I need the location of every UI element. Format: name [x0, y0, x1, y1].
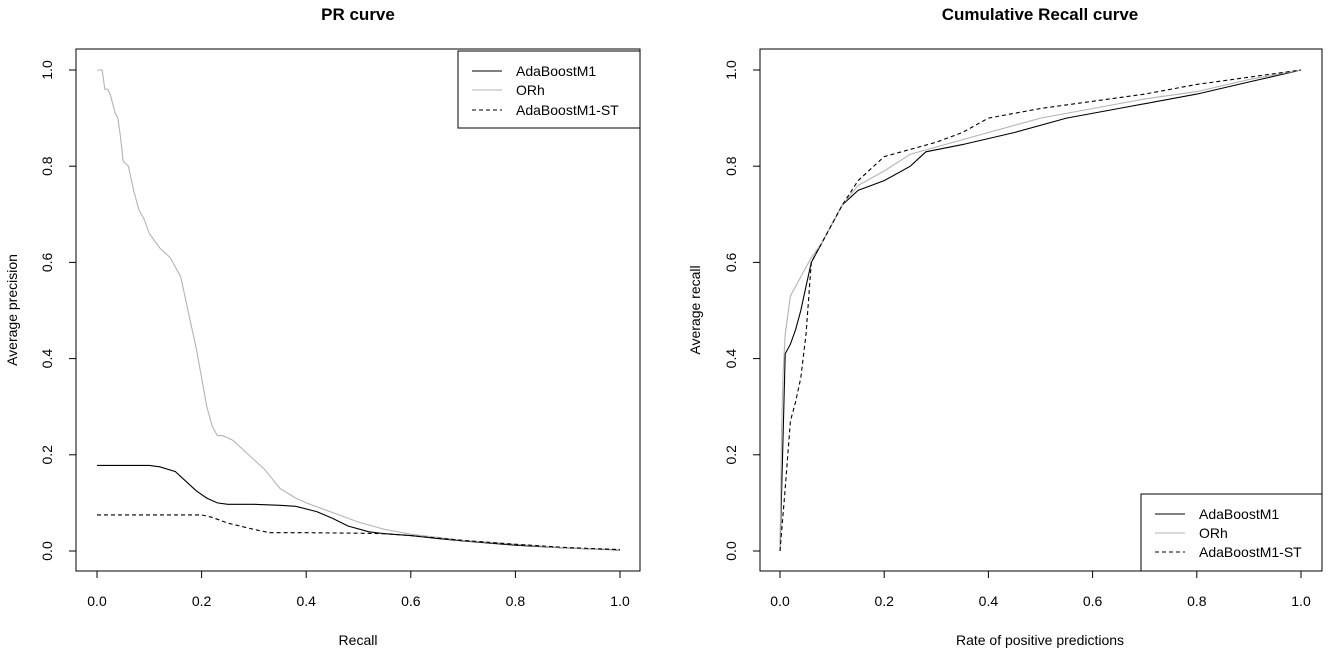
pr-x-tick-label: 0.4: [296, 593, 316, 609]
pr-series-adaboostm1: [97, 464, 621, 551]
recall-y-tick-label: 1.0: [723, 60, 739, 80]
pr-y-tick-label: 0.6: [39, 252, 55, 272]
pr-legend: AdaBoostM1 ORh AdaBoostM1-ST: [457, 50, 641, 129]
recall-series-adaboostm1: [779, 69, 1302, 552]
recall-plot-frame: [759, 48, 1323, 572]
pr-series-lines: [97, 69, 621, 551]
recall-x-tick-label: 0.8: [1187, 593, 1207, 609]
recall-y-tick-label: 0.4: [723, 349, 739, 369]
recall-x-tick-label: 0.6: [1083, 593, 1103, 609]
pr-x-ticks: 0.0 0.2 0.4 0.6 0.8 1.0: [87, 571, 630, 609]
recall-x-ticks: 0.0 0.2 0.4 0.6 0.8 1.0: [770, 571, 1311, 609]
recall-y-tick-label: 0.6: [723, 252, 739, 272]
pr-chart-title: PR curve: [321, 5, 395, 24]
recall-y-tick-label: 0.8: [723, 156, 739, 176]
pr-y-tick-label: 1.0: [39, 60, 55, 80]
recall-x-tick-label: 0.4: [979, 593, 999, 609]
recall-x-tick-label: 0.2: [874, 593, 894, 609]
pr-x-tick-label: 0.6: [401, 593, 421, 609]
recall-y-tick-label: 0.2: [723, 445, 739, 465]
recall-x-tick-label: 1.0: [1291, 593, 1311, 609]
pr-x-tick-label: 0.8: [506, 593, 526, 609]
pr-x-tick-label: 0.2: [192, 593, 212, 609]
pr-legend-label-orh: ORh: [516, 82, 545, 98]
recall-series-adaboostm1-st: [779, 69, 1302, 552]
recall-y-axis-label: Average recall: [687, 265, 703, 354]
recall-legend-label-adaboostm1: AdaBoostM1: [1199, 506, 1279, 522]
pr-y-tick-label: 0.8: [39, 156, 55, 176]
recall-chart-title: Cumulative Recall curve: [942, 5, 1139, 24]
pr-plot-frame: [75, 48, 641, 572]
pr-x-tick-label: 0.0: [87, 593, 107, 609]
recall-y-ticks: 0.0 0.2 0.4 0.6 0.8 1.0: [723, 60, 760, 561]
recall-y-tick-label: 0.0: [723, 541, 739, 561]
recall-x-tick-label: 0.0: [770, 593, 790, 609]
pr-legend-label-adaboostm1-st: AdaBoostM1-ST: [516, 102, 619, 118]
recall-x-axis-label: Rate of positive predictions: [956, 632, 1124, 648]
pr-x-axis-label: Recall: [339, 632, 378, 648]
pr-y-tick-label: 0.0: [39, 541, 55, 561]
recall-series-lines: [779, 69, 1302, 552]
cumulative-recall-panel: Cumulative Recall curve Rate of positive…: [687, 5, 1323, 648]
pr-x-tick-label: 1.0: [610, 593, 630, 609]
recall-legend: AdaBoostM1 ORh AdaBoostM1-ST: [1140, 493, 1323, 572]
pr-series-adaboostm1-st: [97, 514, 621, 551]
recall-series-orh: [779, 69, 1302, 552]
pr-series-orh: [97, 69, 621, 551]
pr-y-tick-label: 0.4: [39, 349, 55, 369]
recall-legend-label-adaboostm1-st: AdaBoostM1-ST: [1199, 544, 1302, 560]
pr-y-tick-label: 0.2: [39, 445, 55, 465]
pr-y-axis-label: Average precision: [4, 254, 20, 366]
pr-y-ticks: 0.0 0.2 0.4 0.6 0.8 1.0: [39, 60, 76, 561]
pr-curve-panel: PR curve Recall Average precision 0.0 0.2…: [4, 5, 641, 648]
pr-legend-label-adaboostm1: AdaBoostM1: [516, 63, 596, 79]
recall-legend-label-orh: ORh: [1199, 525, 1228, 541]
